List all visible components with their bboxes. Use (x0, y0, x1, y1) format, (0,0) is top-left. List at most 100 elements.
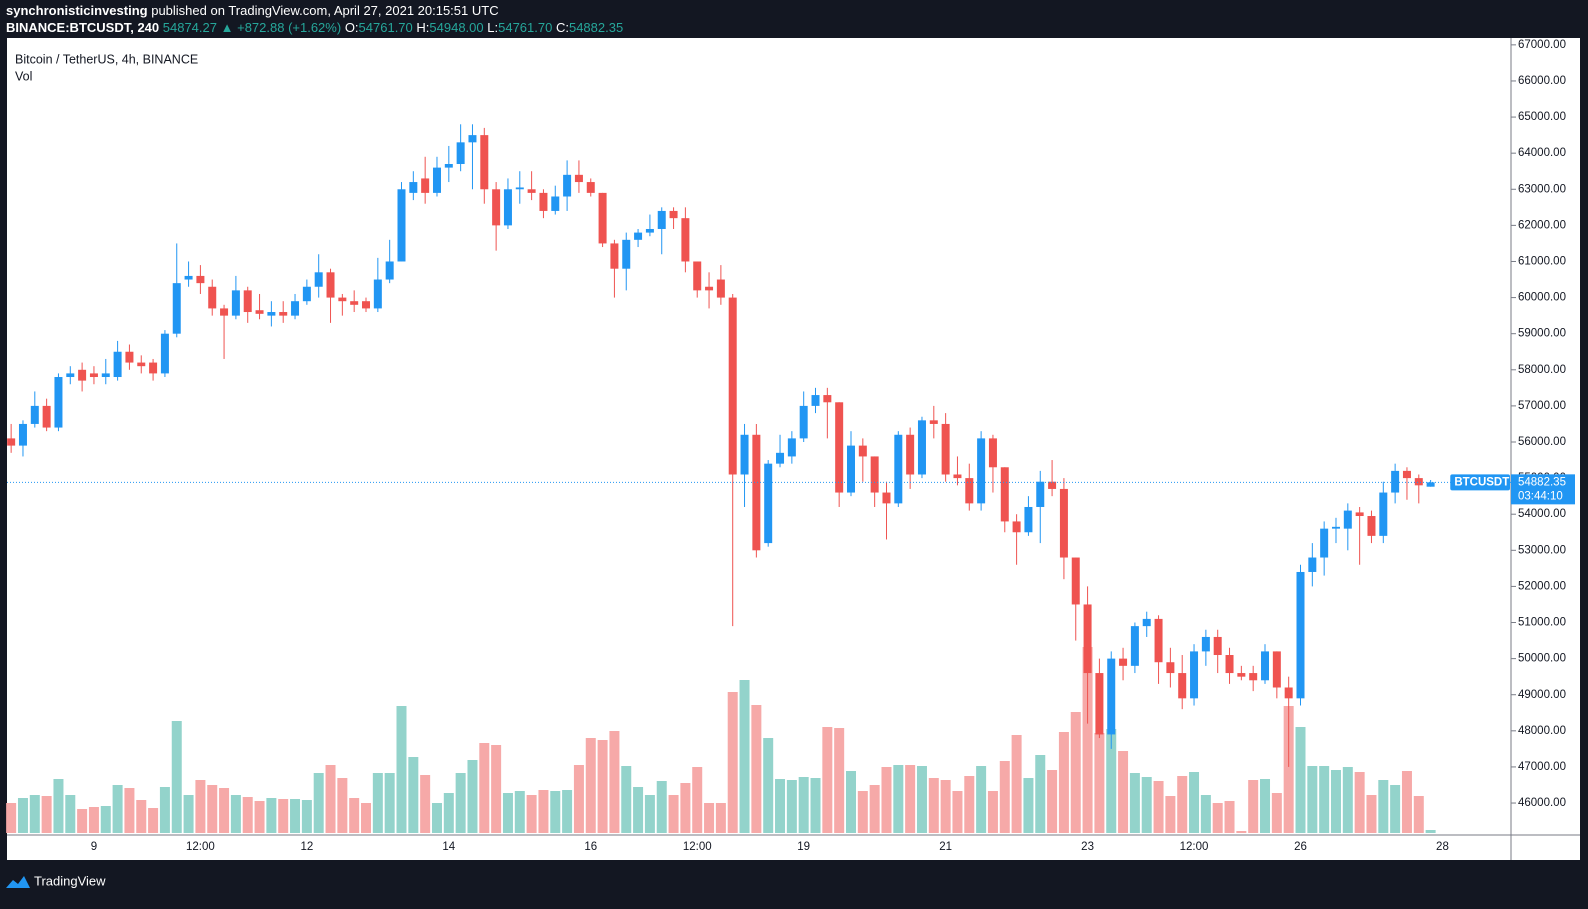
volume-bar (1212, 803, 1223, 833)
volume-bar (1236, 831, 1247, 833)
volume-bar (455, 773, 466, 833)
candle-body (1059, 488, 1068, 558)
volume-bar (1141, 777, 1152, 833)
candle-body (291, 301, 300, 316)
volume-bar (1354, 772, 1365, 833)
volume-bar (550, 791, 561, 833)
y-tick-label: 59000.00 (1518, 328, 1566, 340)
volume-bar (928, 778, 939, 833)
candle-body (373, 279, 382, 309)
volume-bar (443, 793, 454, 833)
candle-body (468, 135, 477, 143)
candle-body (527, 189, 536, 193)
candle-body (776, 452, 785, 464)
candle-body (1190, 651, 1199, 699)
candle-body (1391, 470, 1400, 493)
candle-body (480, 135, 489, 190)
volume-bar (810, 778, 821, 833)
volume-bar (1224, 801, 1235, 833)
candle-body (1166, 662, 1175, 674)
c-value: 54882.35 (569, 20, 623, 35)
candle-body (220, 308, 229, 316)
candle-body (30, 405, 39, 424)
volume-bar (763, 738, 774, 833)
volume-bar (1035, 755, 1046, 833)
symbol-tag (1450, 474, 1510, 491)
x-tick-label: 16 (584, 841, 597, 853)
volume-bar (1378, 780, 1389, 833)
candle-body (18, 423, 27, 446)
candle-body (858, 445, 867, 457)
candle-body (1261, 651, 1270, 681)
volume-bar (1390, 785, 1401, 833)
candle-body (846, 445, 855, 493)
candles (7, 124, 1435, 767)
candle-body (101, 373, 110, 378)
volume-bar (775, 779, 786, 833)
author: synchronisticinvesting (6, 3, 148, 18)
volume-bar (727, 692, 738, 833)
volume-bar (195, 780, 206, 833)
candle-body (977, 438, 986, 504)
candle-body (1107, 658, 1116, 735)
x-tick-label: 23 (1081, 841, 1094, 853)
price-tag (1511, 474, 1575, 505)
candle-body (870, 456, 879, 493)
candle-body (634, 232, 643, 240)
volume-bar (1283, 706, 1294, 833)
candle-body (1379, 492, 1388, 536)
candle-body (89, 373, 98, 378)
x-tick-label: 12:00 (186, 841, 215, 853)
volume-bar (1058, 732, 1069, 833)
volume-bar (715, 803, 726, 833)
candle-body (149, 362, 158, 374)
published: published on TradingView.com, April 27, … (151, 3, 498, 18)
volume-bar (124, 788, 135, 833)
candle-body (1225, 655, 1234, 674)
y-tick-label: 53000.00 (1518, 544, 1566, 556)
volume-bar (431, 803, 442, 833)
volume-bar (999, 761, 1010, 833)
volume-bar (644, 795, 655, 833)
volume-bar (621, 766, 632, 833)
volume-bar (502, 793, 513, 833)
volume-bar (479, 743, 490, 833)
candle-body (1178, 673, 1187, 699)
candle-body (1355, 512, 1364, 517)
volume-bar (916, 766, 927, 833)
volume-bar (952, 791, 963, 833)
candle-body (456, 142, 465, 165)
volume-bar (183, 795, 194, 833)
volume-bar (680, 783, 691, 833)
candle-body (302, 286, 311, 302)
candle-body (7, 438, 16, 446)
volume-bar (6, 803, 17, 833)
volume-bar (17, 798, 28, 833)
symbol: BINANCE:BTCUSDT, 240 (6, 20, 159, 35)
candle-body (574, 174, 583, 183)
volume-label: Vol (15, 69, 32, 83)
candle-body (432, 167, 441, 193)
volume-bar (1070, 712, 1081, 833)
volume-bar (207, 785, 218, 833)
candle-body (1308, 557, 1317, 572)
candle-body (823, 395, 832, 403)
candle-body (350, 301, 359, 305)
y-tick-label: 62000.00 (1518, 219, 1566, 231)
candle-body (563, 174, 572, 197)
volume-bar (1153, 781, 1164, 833)
candle-body (1000, 467, 1009, 522)
candle-body (66, 373, 75, 378)
candle-body (267, 312, 276, 316)
candle-body (1426, 482, 1435, 487)
volume-bar (1425, 830, 1436, 833)
candle-body (1331, 526, 1340, 529)
candle-body (1142, 618, 1151, 627)
candle-body (645, 228, 654, 233)
y-tick-label: 50000.00 (1518, 653, 1566, 665)
volume-bar (1401, 771, 1412, 833)
candle-body (941, 423, 950, 475)
candle-body (811, 395, 820, 406)
candle-body (137, 362, 146, 367)
